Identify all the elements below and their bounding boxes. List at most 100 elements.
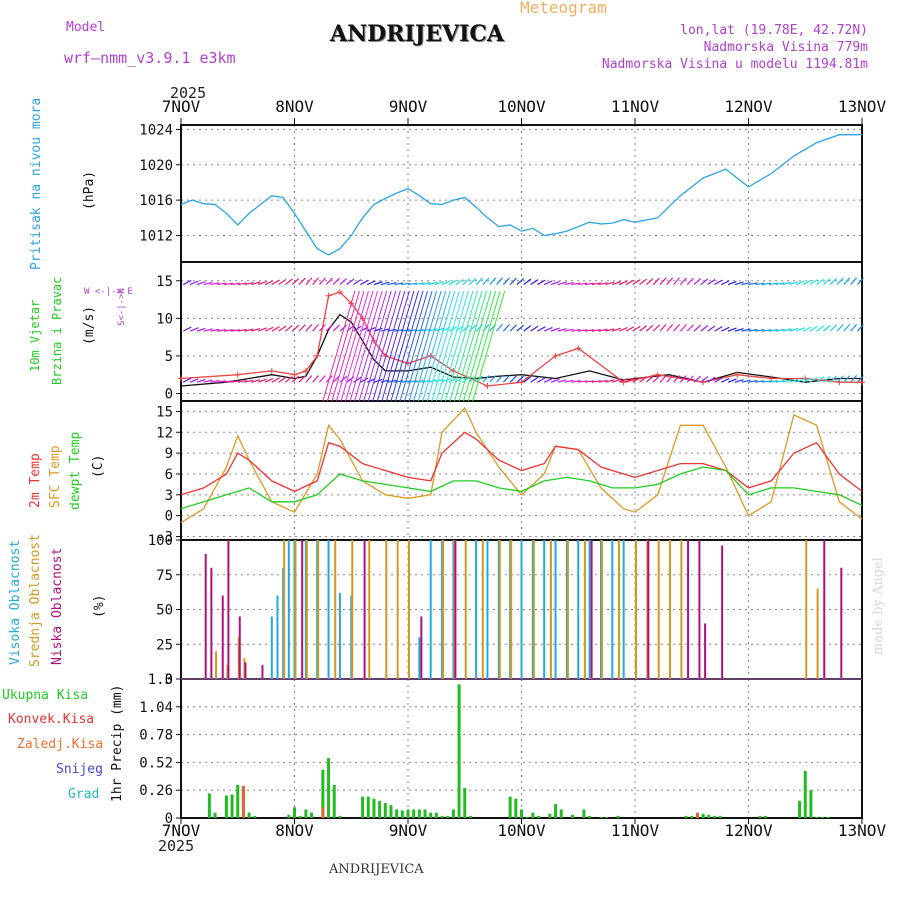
wind-direction-arrow xyxy=(679,277,687,285)
wind-direction-arrow xyxy=(462,325,470,332)
wind-direction-arrow xyxy=(571,282,581,286)
high-cloud-bar xyxy=(543,540,546,679)
wind-direction-arrow xyxy=(468,278,477,285)
high-cloud-bar xyxy=(486,540,489,679)
wind-direction-arrow xyxy=(645,324,654,332)
y-tick-label: 6 xyxy=(165,467,173,483)
low-cloud-bar xyxy=(698,540,701,679)
wind-direction-arrow xyxy=(319,277,326,285)
wind-direction-arrow xyxy=(571,328,581,332)
total-rain-bar xyxy=(554,804,558,818)
wind-direction-arrow xyxy=(189,378,199,383)
wind-direction-arrow xyxy=(578,282,588,286)
wind-fan-arrow xyxy=(417,290,451,402)
wind-direction-arrow xyxy=(516,278,525,285)
wind-direction-arrow xyxy=(298,324,306,332)
wind-direction-arrow xyxy=(475,277,483,285)
wind-direction-arrow xyxy=(257,327,267,332)
mid-cloud-bar xyxy=(351,540,354,679)
total-rain-bar xyxy=(605,816,609,818)
wind-fan-arrow xyxy=(395,290,428,402)
wind-direction-arrow xyxy=(612,327,622,332)
total-rain-bar xyxy=(718,815,722,818)
wind-direction-arrow xyxy=(850,375,858,383)
total-rain-bar xyxy=(758,815,762,818)
model-elevation: Nadmorska Visina u modelu 1194.81m xyxy=(601,57,868,72)
lonlat: lon,lat (19.78E, 42.72N) xyxy=(680,23,868,38)
wind-direction-arrow xyxy=(768,329,778,332)
wind-direction-arrow xyxy=(789,327,799,332)
wind-direction-arrow xyxy=(857,277,864,285)
wind-direction-arrow xyxy=(325,324,333,332)
low-cloud-bar xyxy=(454,540,457,679)
wind-direction-arrow xyxy=(271,377,280,383)
wind-direction-arrow xyxy=(652,375,660,383)
wind-direction-arrow xyxy=(755,282,765,286)
wind-gust-marker xyxy=(234,371,241,378)
wind-direction-arrow xyxy=(843,324,851,332)
wind-direction-arrow xyxy=(748,328,758,332)
wind-direction-arrow xyxy=(591,380,601,383)
wind-fan-arrow xyxy=(354,290,388,402)
low-cloud-bar xyxy=(823,540,826,679)
wind-direction-arrow xyxy=(182,326,192,332)
wind-fan-arrow xyxy=(440,290,474,402)
wind-direction-arrow xyxy=(543,280,553,286)
total-rain-bar xyxy=(332,784,336,818)
wind-direction-arrow xyxy=(305,375,313,383)
wind-direction-arrow xyxy=(707,278,716,286)
product-title: Meteogram xyxy=(520,0,607,17)
wind-direction-arrow xyxy=(829,375,838,383)
wind-direction-arrow xyxy=(271,279,280,286)
wind-direction-arrow xyxy=(509,375,517,383)
wind-direction-arrow xyxy=(489,375,497,383)
wind-direction-arrow xyxy=(605,281,615,286)
wind-direction-arrow xyxy=(836,324,844,332)
total-rain-bar xyxy=(429,812,433,818)
wind-gust-marker xyxy=(325,292,332,299)
wind-direction-arrow xyxy=(230,380,240,383)
total-rain-bar xyxy=(582,809,586,818)
wind-direction-arrow xyxy=(448,377,458,383)
wind-direction-arrow xyxy=(394,282,404,286)
total-rain-bar xyxy=(298,815,302,818)
wind-fan-arrow xyxy=(458,290,492,402)
wind-direction-arrow xyxy=(251,328,261,332)
wind-direction-arrow xyxy=(182,279,192,286)
wind-direction-arrow xyxy=(285,278,293,286)
wind-direction-arrow xyxy=(816,325,825,332)
wind-direction-arrow xyxy=(625,377,635,383)
wind-fan-arrow xyxy=(363,290,397,402)
wind-direction-arrow xyxy=(489,277,497,285)
wind-direction-arrow xyxy=(598,282,608,286)
wind-direction-arrow xyxy=(441,377,451,383)
wind-direction-arrow xyxy=(584,329,595,332)
y-tick-label: 100 xyxy=(148,533,173,549)
wind-direction-arrow xyxy=(271,326,280,332)
wind-direction-arrow xyxy=(809,376,818,383)
wind-direction-arrow xyxy=(353,279,362,286)
legend-total-rain: Ukupna Kisa xyxy=(2,688,89,703)
wind-gust-marker xyxy=(654,371,661,378)
wind-direction-arrow xyxy=(285,376,293,383)
wind-direction-arrow xyxy=(257,280,267,286)
wind-direction-arrow xyxy=(598,328,608,332)
wind-direction-arrow xyxy=(762,329,772,332)
wind-direction-arrow xyxy=(360,377,369,383)
wind-gust-marker xyxy=(484,382,491,389)
total-rain-bar xyxy=(372,798,376,818)
wind-direction-arrow xyxy=(605,379,615,383)
x-tick-label-bottom: 13NOV xyxy=(838,821,887,840)
wind-direction-arrow xyxy=(802,326,812,332)
low-cloud-bar xyxy=(590,540,593,679)
wind-direction-arrow xyxy=(278,325,287,332)
wind-direction-arrow xyxy=(829,324,838,332)
mid-cloud-bar xyxy=(498,540,501,679)
total-rain-bar xyxy=(690,815,694,818)
wind-direction-arrow xyxy=(673,375,680,383)
page-title: ANDRIJEVICA xyxy=(330,21,504,47)
wind-direction-arrow xyxy=(537,279,546,286)
wind-direction-arrow xyxy=(789,281,799,286)
wind-direction-arrow xyxy=(537,377,546,383)
high-cloud-bar xyxy=(520,540,523,679)
